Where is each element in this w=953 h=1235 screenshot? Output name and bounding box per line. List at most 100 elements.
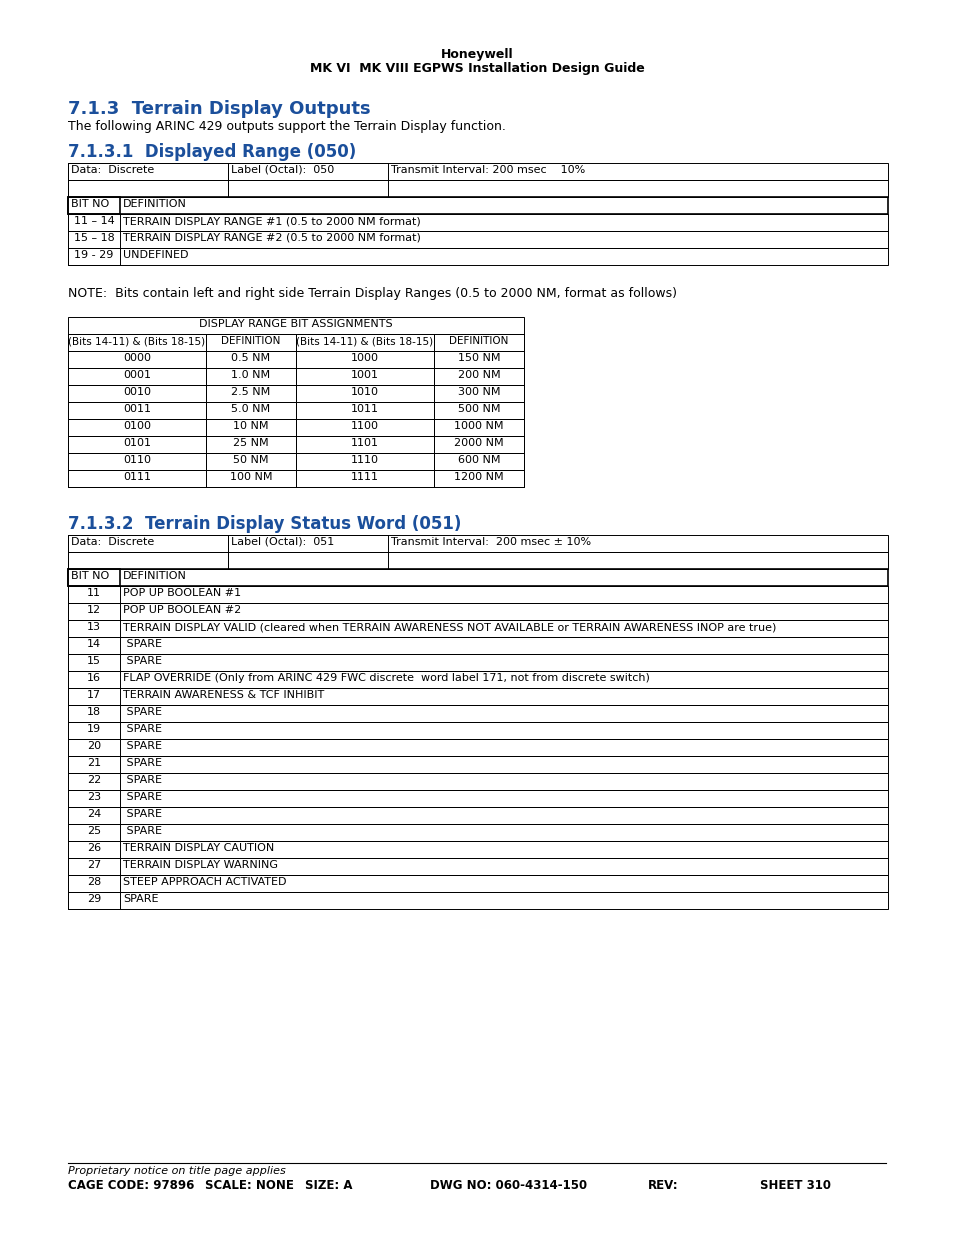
- Text: Label (Octal):  051: Label (Octal): 051: [231, 537, 334, 547]
- Bar: [68, 403, 523, 419]
- Text: 19: 19: [87, 724, 101, 734]
- Bar: [68, 436, 206, 453]
- Bar: [68, 436, 523, 453]
- Bar: [68, 824, 120, 841]
- Bar: [68, 620, 887, 637]
- Text: 2.5 NM: 2.5 NM: [232, 387, 271, 396]
- Bar: [434, 333, 523, 351]
- Bar: [68, 841, 120, 858]
- Text: DEFINITION: DEFINITION: [123, 199, 187, 209]
- Bar: [68, 722, 120, 739]
- Bar: [206, 419, 295, 436]
- Text: 0100: 0100: [123, 421, 151, 431]
- Bar: [68, 231, 120, 248]
- Text: 28: 28: [87, 877, 101, 887]
- Bar: [68, 806, 120, 824]
- Text: 100 NM: 100 NM: [230, 472, 272, 482]
- Bar: [68, 180, 887, 198]
- Bar: [68, 688, 120, 705]
- Bar: [68, 351, 206, 368]
- Bar: [68, 248, 887, 266]
- Text: (Bits 14-11) & (Bits 18-15): (Bits 14-11) & (Bits 18-15): [296, 336, 433, 346]
- Text: 5.0 NM: 5.0 NM: [232, 404, 271, 414]
- Text: 1000: 1000: [351, 353, 378, 363]
- Text: 14: 14: [87, 638, 101, 650]
- Bar: [434, 351, 523, 368]
- Text: 0101: 0101: [123, 438, 151, 448]
- Text: SPARE: SPARE: [123, 638, 162, 650]
- Bar: [68, 876, 120, 892]
- Bar: [68, 756, 887, 773]
- Bar: [68, 317, 523, 333]
- Bar: [228, 180, 388, 198]
- Text: 500 NM: 500 NM: [457, 404, 499, 414]
- Text: 29: 29: [87, 894, 101, 904]
- Bar: [68, 453, 523, 471]
- Text: 1010: 1010: [351, 387, 378, 396]
- Bar: [68, 655, 887, 671]
- Bar: [68, 585, 120, 603]
- Bar: [206, 333, 295, 351]
- Bar: [295, 403, 434, 419]
- Bar: [68, 471, 523, 487]
- Text: 26: 26: [87, 844, 101, 853]
- Bar: [434, 436, 523, 453]
- Bar: [68, 722, 887, 739]
- Text: DISPLAY RANGE BIT ASSIGNMENTS: DISPLAY RANGE BIT ASSIGNMENTS: [199, 319, 393, 329]
- Bar: [68, 163, 887, 180]
- Bar: [206, 368, 295, 385]
- Bar: [68, 756, 120, 773]
- Bar: [68, 620, 120, 637]
- Text: 150 NM: 150 NM: [457, 353, 499, 363]
- Bar: [68, 655, 120, 671]
- Bar: [68, 892, 887, 909]
- Text: 600 NM: 600 NM: [457, 454, 499, 466]
- Text: MK VI  MK VIII EGPWS Installation Design Guide: MK VI MK VIII EGPWS Installation Design …: [310, 62, 643, 75]
- Bar: [68, 671, 887, 688]
- Text: TERRAIN DISPLAY VALID (cleared when TERRAIN AWARENESS NOT AVAILABLE or TERRAIN A: TERRAIN DISPLAY VALID (cleared when TERR…: [123, 622, 776, 632]
- Bar: [68, 790, 120, 806]
- Text: 24: 24: [87, 809, 101, 819]
- Bar: [68, 603, 887, 620]
- Bar: [68, 351, 523, 368]
- Bar: [68, 552, 228, 569]
- Bar: [68, 385, 523, 403]
- Text: 25: 25: [87, 826, 101, 836]
- Text: POP UP BOOLEAN #2: POP UP BOOLEAN #2: [123, 605, 241, 615]
- Text: Proprietary notice on title page applies: Proprietary notice on title page applies: [68, 1166, 286, 1176]
- Bar: [68, 688, 887, 705]
- Text: DWG NO: 060-4314-150: DWG NO: 060-4314-150: [430, 1179, 586, 1192]
- Text: 0001: 0001: [123, 370, 151, 380]
- Text: 27: 27: [87, 860, 101, 869]
- Text: 0.5 NM: 0.5 NM: [232, 353, 271, 363]
- Bar: [68, 705, 120, 722]
- Bar: [68, 198, 120, 214]
- Bar: [68, 773, 887, 790]
- Bar: [295, 368, 434, 385]
- Bar: [68, 163, 228, 180]
- Bar: [434, 368, 523, 385]
- Text: 19 - 29: 19 - 29: [74, 249, 113, 261]
- Text: 0110: 0110: [123, 454, 151, 466]
- Text: 21: 21: [87, 758, 101, 768]
- Bar: [68, 705, 887, 722]
- Bar: [68, 231, 887, 248]
- Bar: [68, 569, 887, 585]
- Text: TERRAIN DISPLAY RANGE #2 (0.5 to 2000 NM format): TERRAIN DISPLAY RANGE #2 (0.5 to 2000 NM…: [123, 233, 420, 243]
- Bar: [68, 824, 887, 841]
- Text: 15: 15: [87, 656, 101, 666]
- Text: 10 NM: 10 NM: [233, 421, 269, 431]
- Text: 0010: 0010: [123, 387, 151, 396]
- Text: 1100: 1100: [351, 421, 378, 431]
- Text: SPARE: SPARE: [123, 724, 162, 734]
- Bar: [68, 471, 206, 487]
- Text: 1011: 1011: [351, 404, 378, 414]
- Bar: [206, 436, 295, 453]
- Bar: [434, 419, 523, 436]
- Text: 16: 16: [87, 673, 101, 683]
- Text: BIT NO: BIT NO: [71, 571, 110, 580]
- Text: DEFINITION: DEFINITION: [123, 571, 187, 580]
- Text: 13: 13: [87, 622, 101, 632]
- Text: TERRAIN DISPLAY RANGE #1 (0.5 to 2000 NM format): TERRAIN DISPLAY RANGE #1 (0.5 to 2000 NM…: [123, 216, 420, 226]
- Text: SPARE: SPARE: [123, 776, 162, 785]
